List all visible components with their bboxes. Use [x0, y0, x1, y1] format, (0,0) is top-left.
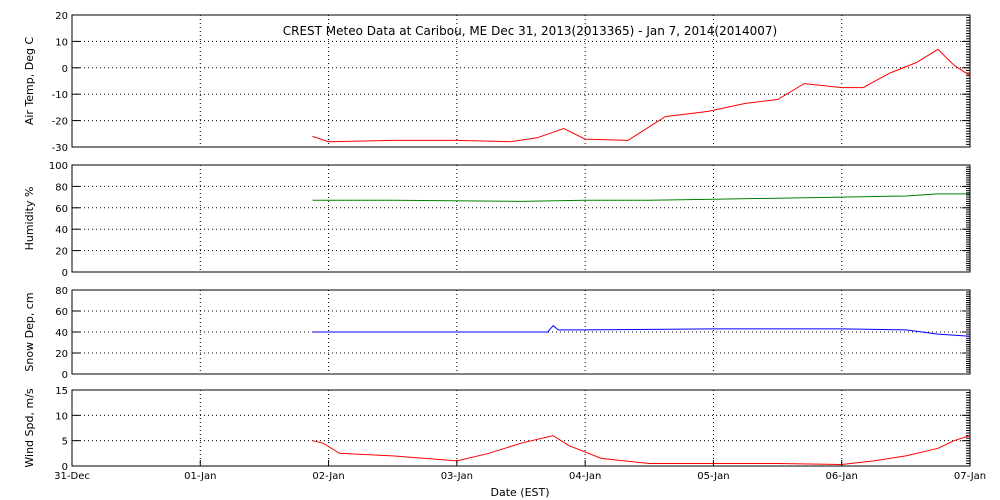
x-tick-label: 02-Jan [312, 471, 344, 482]
y-tick-label: -20 [52, 117, 68, 128]
series-line-0 [312, 48, 971, 143]
y-tick-label: 20 [55, 349, 68, 360]
y-tick-label: 60 [55, 307, 68, 318]
y-tick-label: 100 [49, 161, 68, 172]
y-axis-label: Snow Dep, cm [23, 292, 36, 371]
panel-1: 100 80 60 40 20 0 Humidity % [23, 161, 971, 279]
x-tick-label: 06-Jan [826, 471, 858, 482]
panel-0: 20 10 0 -10 -20 -30 Air Temp, Deg C [23, 11, 971, 154]
y-tick-label: 0 [62, 462, 68, 473]
y-axis-label: Air Temp, Deg C [23, 37, 36, 126]
series-line-2 [312, 325, 971, 337]
y-tick-label: 40 [55, 328, 68, 339]
y-tick-label: 40 [55, 225, 68, 236]
x-tick-label: 31-Dec [54, 471, 90, 482]
y-tick-label: 80 [55, 182, 68, 193]
y-tick-label: 80 [55, 286, 68, 297]
series-line-1 [312, 193, 970, 202]
series-line-3 [312, 435, 971, 466]
x-tick-label: 05-Jan [697, 471, 729, 482]
y-tick-label: 60 [55, 204, 68, 215]
panel-frame [71, 289, 971, 375]
x-tick-labels: 31-Dec 01-Jan 02-Jan 03-Jan 04-Jan 05-Jan 06-J… [54, 460, 986, 482]
y-tick-label: 20 [55, 247, 68, 258]
y-tick-label: 0 [62, 370, 68, 381]
x-tick-label: 07-Jan [954, 471, 986, 482]
y-tick-label: -10 [52, 90, 68, 101]
panel-2: 80 60 40 20 0 Snow Dep, cm [23, 286, 971, 381]
y-tick-label: -30 [52, 143, 68, 154]
y-tick-label: 10 [55, 411, 68, 422]
x-axis-label: Date (EST) [490, 486, 549, 499]
y-tick-label: 10 [55, 37, 68, 48]
y-tick-label: 0 [62, 64, 68, 75]
y-tick-label: 0 [62, 268, 68, 279]
y-tick-label: 20 [55, 11, 68, 22]
chart-title: CREST Meteo Data at Caribou, ME Dec 31, … [283, 24, 777, 38]
panel-3: 15 10 5 0 Wind Spd, m/s [23, 386, 971, 473]
x-tick-label: 04-Jan [569, 471, 601, 482]
y-tick-label: 15 [55, 386, 68, 397]
panel-frame [71, 14, 971, 148]
y-tick-label: 5 [62, 437, 68, 448]
x-tick-label: 03-Jan [441, 471, 473, 482]
x-tick-label: 01-Jan [184, 471, 216, 482]
panel-frame [71, 164, 971, 273]
panel-frame [71, 389, 971, 467]
y-axis-label: Humidity % [23, 187, 36, 251]
y-axis-label: Wind Spd, m/s [23, 388, 36, 468]
